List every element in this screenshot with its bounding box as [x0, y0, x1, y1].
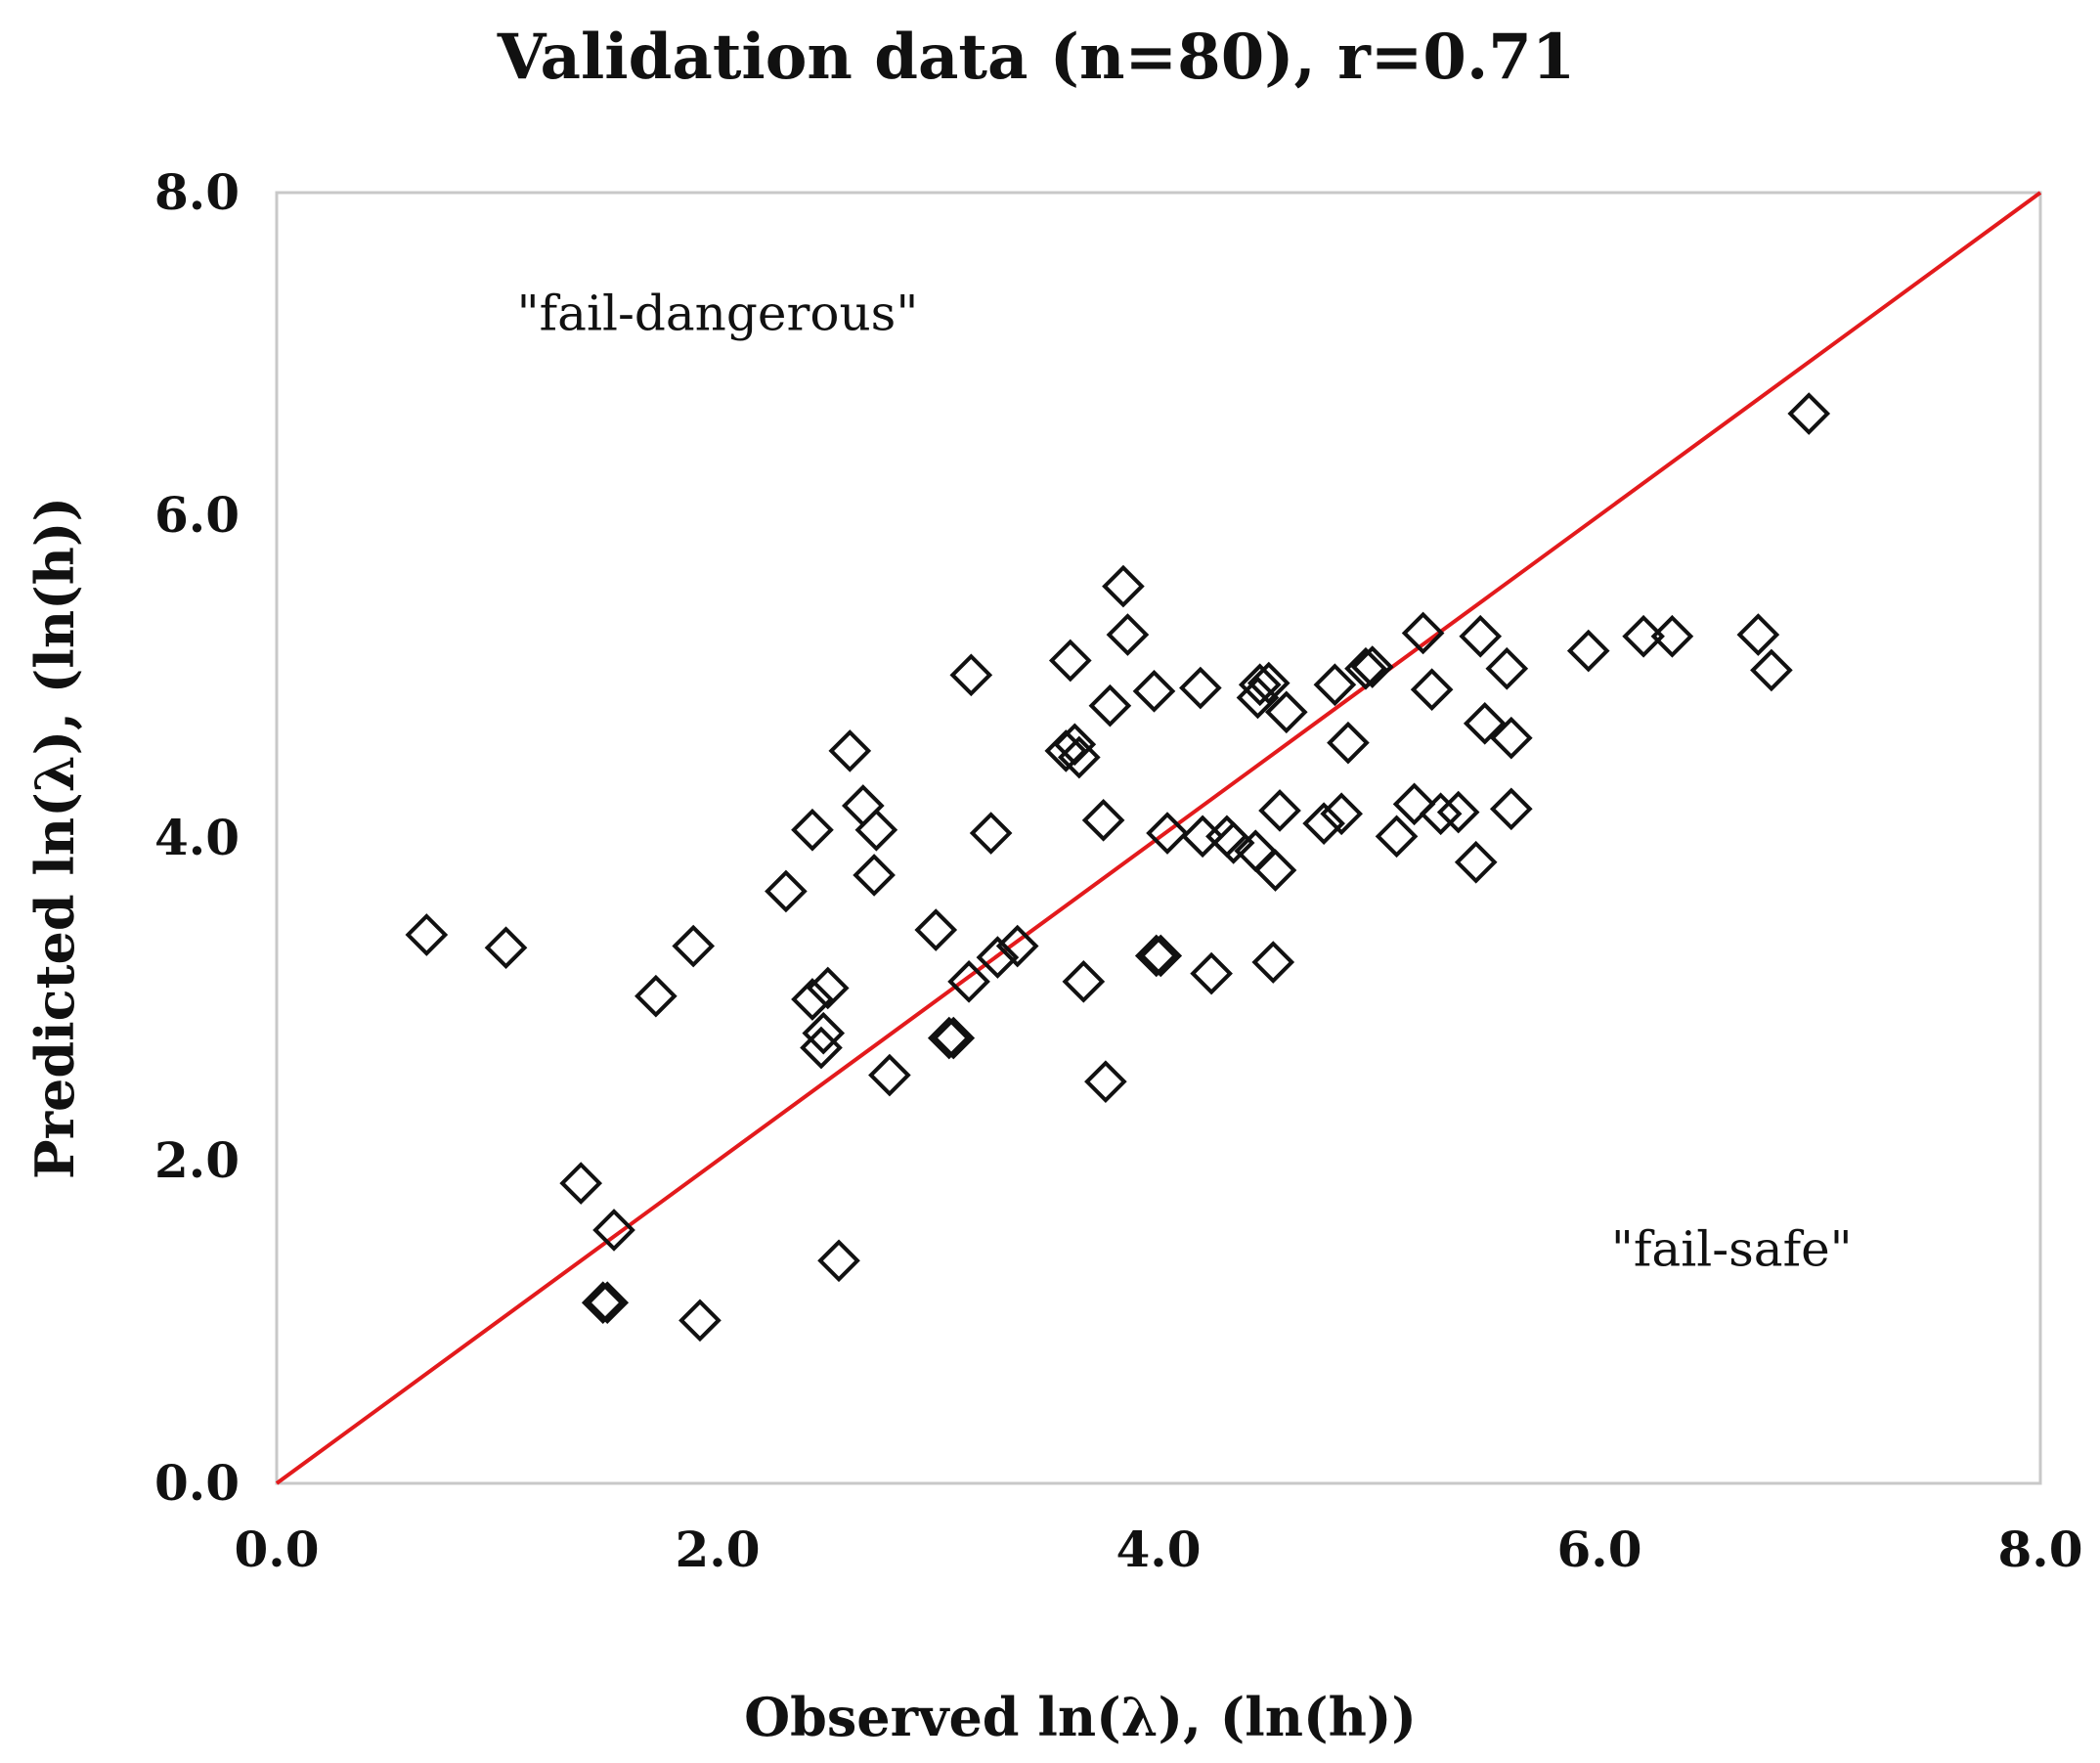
data-point	[1313, 663, 1357, 707]
y-tick-label: 6.0	[154, 486, 240, 544]
data-point	[932, 1016, 976, 1060]
data-point	[1053, 723, 1097, 767]
data-point	[1081, 799, 1125, 842]
data-point	[947, 960, 990, 1003]
reference-line-y-equals-x	[275, 191, 2042, 1485]
data-point	[914, 908, 958, 951]
data-point	[1084, 1060, 1127, 1103]
y-tick-label: 2.0	[154, 1131, 240, 1189]
data-point	[1190, 951, 1233, 995]
data-point	[802, 1011, 846, 1055]
data-point	[853, 854, 896, 897]
x-tick-label: 0.0	[235, 1521, 320, 1578]
x-tick-label: 8.0	[1998, 1521, 2083, 1578]
data-point	[995, 924, 1039, 968]
data-point	[1264, 690, 1308, 734]
data-point	[1139, 934, 1183, 978]
data-point	[1253, 849, 1297, 892]
data-point	[1302, 802, 1345, 845]
data-point	[976, 936, 1020, 979]
data-point	[1048, 639, 1092, 683]
data-point	[1489, 716, 1533, 760]
data-points	[405, 392, 1831, 1343]
data-point	[791, 978, 834, 1021]
data-point	[1419, 792, 1463, 836]
data-point	[765, 869, 808, 913]
x-tick-labels: 0.0 2.0 4.0 6.0 8.0	[235, 1521, 2083, 1578]
data-point	[1489, 787, 1533, 831]
data-point	[1622, 614, 1665, 658]
data-point	[817, 1239, 860, 1283]
data-point	[1392, 782, 1436, 826]
data-point	[791, 808, 834, 852]
data-point	[842, 784, 885, 827]
y-tick-label: 4.0	[154, 809, 240, 866]
data-point	[1132, 670, 1176, 713]
data-point	[1375, 815, 1419, 859]
data-point	[1102, 564, 1145, 608]
data-point	[1238, 663, 1282, 707]
data-point	[1320, 792, 1363, 836]
data-point	[1566, 629, 1610, 673]
data-point	[1057, 735, 1101, 779]
annotation-fail-safe: "fail-safe"	[1611, 1220, 1853, 1277]
data-point	[405, 913, 449, 956]
data-point	[1044, 729, 1088, 772]
y-tick-label: 0.0	[154, 1454, 240, 1512]
data-point	[672, 924, 716, 968]
data-point	[828, 729, 872, 772]
data-point	[1327, 721, 1370, 765]
data-point	[586, 1281, 630, 1325]
annotation-fail-dangerous: "fail-dangerous"	[517, 285, 919, 341]
data-point	[1736, 613, 1780, 656]
data-point	[1251, 941, 1295, 984]
data-point	[581, 1281, 625, 1325]
plot-area-frame	[275, 191, 2042, 1485]
data-point	[927, 1016, 971, 1060]
data-point	[634, 974, 678, 1018]
data-point	[969, 812, 1013, 855]
x-axis-title: Observed ln(λ), (ln(h))	[744, 1686, 1417, 1748]
y-tick-label: 8.0	[154, 163, 240, 221]
data-point	[806, 966, 850, 1010]
data-point	[1344, 646, 1387, 690]
data-point	[592, 1209, 635, 1252]
data-point	[1146, 812, 1189, 855]
data-point	[1787, 392, 1831, 435]
x-tick-label: 6.0	[1557, 1521, 1642, 1578]
data-point	[1401, 611, 1445, 655]
data-point	[1485, 646, 1529, 690]
data-point	[1247, 661, 1291, 705]
data-point	[484, 926, 528, 970]
data-point	[1459, 614, 1503, 658]
data-point	[1350, 645, 1394, 688]
data-point	[1179, 666, 1222, 710]
data-point	[1181, 815, 1224, 859]
data-point	[1088, 683, 1132, 727]
x-tick-label: 2.0	[676, 1521, 761, 1578]
data-point	[559, 1162, 603, 1205]
data-point	[1134, 934, 1178, 978]
data-point	[868, 1053, 911, 1097]
x-tick-label: 4.0	[1116, 1521, 1202, 1578]
data-point	[1258, 789, 1301, 832]
data-point	[1650, 614, 1694, 658]
data-point	[1750, 648, 1793, 692]
y-axis-title: Predicted ln(λ), (ln(h))	[23, 497, 86, 1179]
data-point	[854, 808, 898, 852]
chart-title: Validation data (n=80), r=0.71	[497, 21, 1576, 94]
data-point	[1211, 821, 1255, 864]
y-tick-labels: 0.0 2.0 4.0 6.0 8.0	[154, 163, 240, 1512]
data-point	[1454, 840, 1498, 884]
data-point	[1436, 790, 1480, 834]
data-point	[1106, 613, 1150, 656]
data-point	[949, 653, 993, 697]
data-point	[678, 1299, 722, 1343]
data-point	[1463, 702, 1507, 745]
data-point	[1410, 668, 1454, 712]
data-point	[1062, 960, 1106, 1003]
